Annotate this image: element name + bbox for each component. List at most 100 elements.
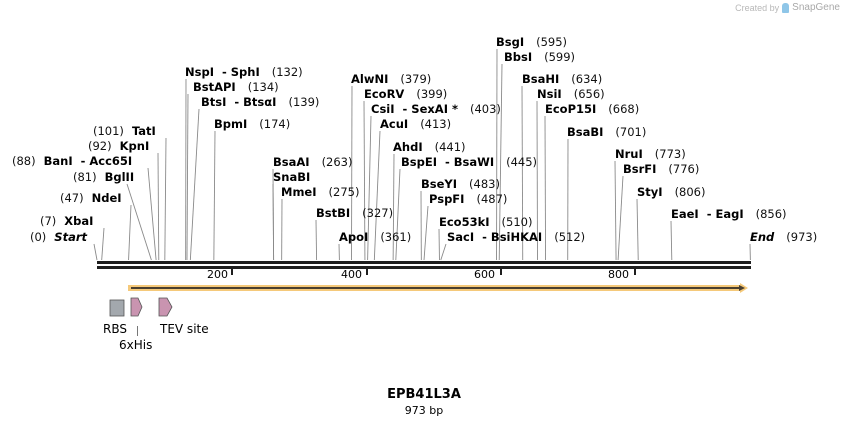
tick-label-800: 800 [608, 268, 629, 281]
cut-site-eco53ki[interactable]: Eco53kI (510) [439, 215, 532, 229]
enzyme-name: BanI - Acc65I [43, 154, 133, 168]
enzyme-name: BpmI [214, 117, 248, 131]
cut-site-kpni[interactable]: (92) KpnI [88, 139, 149, 153]
cut-site-eaei-eagi[interactable]: EaeI - EagI (856) [671, 207, 787, 221]
cut-site-btsi-bts-i[interactable]: BtsI - BtsαI (139) [201, 95, 319, 109]
6xhis-feature-label[interactable]: 6xHis [119, 338, 153, 352]
enzyme-name: End [750, 230, 775, 244]
cut-position: (656) [573, 87, 605, 101]
snapgene-logo-icon [782, 2, 790, 13]
cut-site-bsabi[interactable]: BsaBI (701) [567, 125, 646, 139]
cut-position: (599) [544, 50, 576, 64]
cut-position: (101) [93, 124, 124, 138]
enzyme-name: BspEI - BsaWI [401, 155, 495, 169]
cut-position: (81) [73, 170, 97, 184]
cut-site-ahdi[interactable]: AhdI (441) [393, 140, 466, 154]
enzyme-name: CsiI - SexAI * [371, 102, 458, 116]
cut-site-snabi[interactable]: SnaBI [273, 170, 310, 184]
cut-position: (0) [30, 230, 47, 244]
cut-site-alwni[interactable]: AlwNI (379) [351, 72, 431, 86]
tev-site-feature-icon[interactable] [158, 297, 173, 317]
rbs-feature-icon[interactable] [109, 299, 125, 317]
enzyme-name: ApoI [339, 230, 369, 244]
cut-site-ecop15i[interactable]: EcoP15I (668) [545, 102, 639, 116]
cut-site-bseyi[interactable]: BseYI (483) [421, 177, 500, 191]
enzyme-name: BsaHI [522, 72, 560, 86]
cut-site-mmei[interactable]: MmeI (275) [281, 185, 359, 199]
cut-position: (92) [88, 139, 112, 153]
cut-position: (510) [501, 215, 533, 229]
watermark-prefix: Created by [735, 2, 780, 13]
cut-site-bsahi[interactable]: BsaHI (634) [522, 72, 602, 86]
enzyme-name: PspFI [429, 192, 465, 206]
cut-position: (483) [469, 177, 500, 191]
cut-position: (773) [654, 147, 686, 161]
enzyme-name: BsgI [496, 35, 525, 49]
cut-position: (668) [608, 102, 640, 116]
enzyme-name: Start [54, 230, 88, 244]
cut-site-bstapi[interactable]: BstAPI (134) [193, 80, 279, 94]
enzyme-name: BsrFI [623, 162, 657, 176]
enzyme-name: Eco53kI [439, 215, 490, 229]
cut-site-bspei-bsawi[interactable]: BspEI - BsaWI (445) [401, 155, 537, 169]
tev-site-feature-label[interactable]: TEV site [160, 322, 209, 336]
enzyme-name: StyI [637, 185, 663, 199]
cut-position: (413) [420, 117, 452, 131]
cut-site-end[interactable]: End (973) [750, 230, 817, 244]
cut-site-acui[interactable]: AcuI (413) [380, 117, 451, 131]
cut-site-nspi-sphi[interactable]: NspI - SphI (132) [185, 65, 303, 79]
cut-position: (806) [674, 185, 706, 199]
cut-site-bsrfi[interactable]: BsrFI (776) [623, 162, 699, 176]
enzyme-name: SnaBI [273, 170, 311, 184]
cut-site-nrui[interactable]: NruI (773) [615, 147, 686, 161]
cut-site-nsii[interactable]: NsiI (656) [537, 87, 605, 101]
cut-position: (132) [271, 65, 303, 79]
tick-label-400: 400 [341, 268, 362, 281]
cut-position: (361) [380, 230, 412, 244]
sequence-backbone-top [97, 261, 751, 264]
enzyme-name: AlwNI [351, 72, 389, 86]
cut-position: (441) [434, 140, 466, 154]
rbs-feature-label[interactable]: RBS [103, 322, 127, 336]
cut-position: (327) [362, 206, 394, 220]
cut-position: (512) [554, 230, 586, 244]
enzyme-name: MmeI [281, 185, 317, 199]
cut-site-bbsi[interactable]: BbsI (599) [504, 50, 575, 64]
cut-site-apoi[interactable]: ApoI (361) [339, 230, 411, 244]
enzyme-name: SacI - BsiHKAI [447, 230, 543, 244]
cut-site-bsaai[interactable]: BsaAI (263) [273, 155, 353, 169]
cut-site-ecorv[interactable]: EcoRV (399) [364, 87, 447, 101]
enzyme-name: EcoP15I [545, 102, 597, 116]
cut-site-csii-sexai[interactable]: CsiI - SexAI * (403) [371, 102, 501, 116]
enzyme-name: BglII [104, 170, 135, 184]
cut-position: (776) [668, 162, 700, 176]
cut-position: (856) [755, 207, 787, 221]
cut-position: (487) [476, 192, 508, 206]
orf-arrow[interactable] [128, 283, 748, 293]
cut-site-saci-bsihkai[interactable]: SacI - BsiHKAI (512) [447, 230, 585, 244]
cut-position: (403) [470, 102, 501, 116]
cut-position: (379) [400, 72, 432, 86]
cut-site-bpmi[interactable]: BpmI (174) [214, 117, 290, 131]
enzyme-name: AcuI [380, 117, 409, 131]
cut-site-xbai[interactable]: (7) XbaI [40, 214, 93, 228]
enzyme-name: TatI [131, 124, 156, 138]
enzyme-name: KpnI [119, 139, 150, 153]
cut-site-tati[interactable]: (101) TatI [93, 124, 156, 138]
enzyme-name: EcoRV [364, 87, 405, 101]
cut-site-start[interactable]: (0) Start [30, 230, 87, 244]
cut-site-pspfi[interactable]: PspFI (487) [429, 192, 507, 206]
cut-site-bglii[interactable]: (81) BglII [73, 170, 134, 184]
6xhis-feature-icon[interactable] [130, 297, 143, 317]
cut-position: (47) [60, 191, 84, 205]
cut-site-styi[interactable]: StyI (806) [637, 185, 706, 199]
cut-position: (634) [571, 72, 603, 86]
enzyme-name: BtsI - BtsαI [201, 95, 277, 109]
enzyme-name: BstBI [316, 206, 351, 220]
cut-site-bsgi[interactable]: BsgI (595) [496, 35, 567, 49]
cut-site-ndei[interactable]: (47) NdeI [60, 191, 122, 205]
cut-site-bani-acc65i[interactable]: (88) BanI - Acc65I [12, 154, 132, 168]
cut-site-bstbi[interactable]: BstBI (327) [316, 206, 393, 220]
enzyme-name: XbaI [64, 214, 94, 228]
